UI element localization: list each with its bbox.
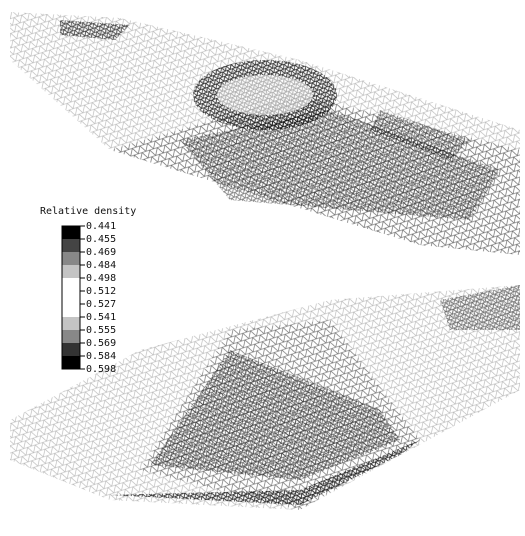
- legend-labels: 0.441 0.455 0.469 0.484 0.498 0.512 0.527 0.541…: [80, 221, 116, 375]
- upper-mesh: [10, 12, 520, 255]
- legend-label: 0.598: [86, 364, 116, 375]
- legend-label: 0.484: [86, 260, 116, 271]
- legend-label: 0.469: [86, 247, 116, 258]
- legend-label: 0.527: [86, 299, 116, 310]
- legend-label: 0.498: [86, 273, 116, 284]
- legend-label: 0.584: [86, 351, 116, 362]
- color-bar: [62, 226, 80, 369]
- legend-title: Relative density: [40, 206, 136, 217]
- legend-label: 0.455: [86, 234, 116, 245]
- legend-label: 0.555: [86, 325, 116, 336]
- legend-label: 0.441: [86, 221, 116, 232]
- legend-label: 0.569: [86, 338, 116, 349]
- legend: Relative density 0.4410.4550.4690.4840.4…: [40, 206, 136, 375]
- legend-label: 0.541: [86, 312, 116, 323]
- legend-label: 0.512: [86, 286, 116, 297]
- figure: Relative density 0.4410.4550.4690.4840.4…: [0, 0, 525, 536]
